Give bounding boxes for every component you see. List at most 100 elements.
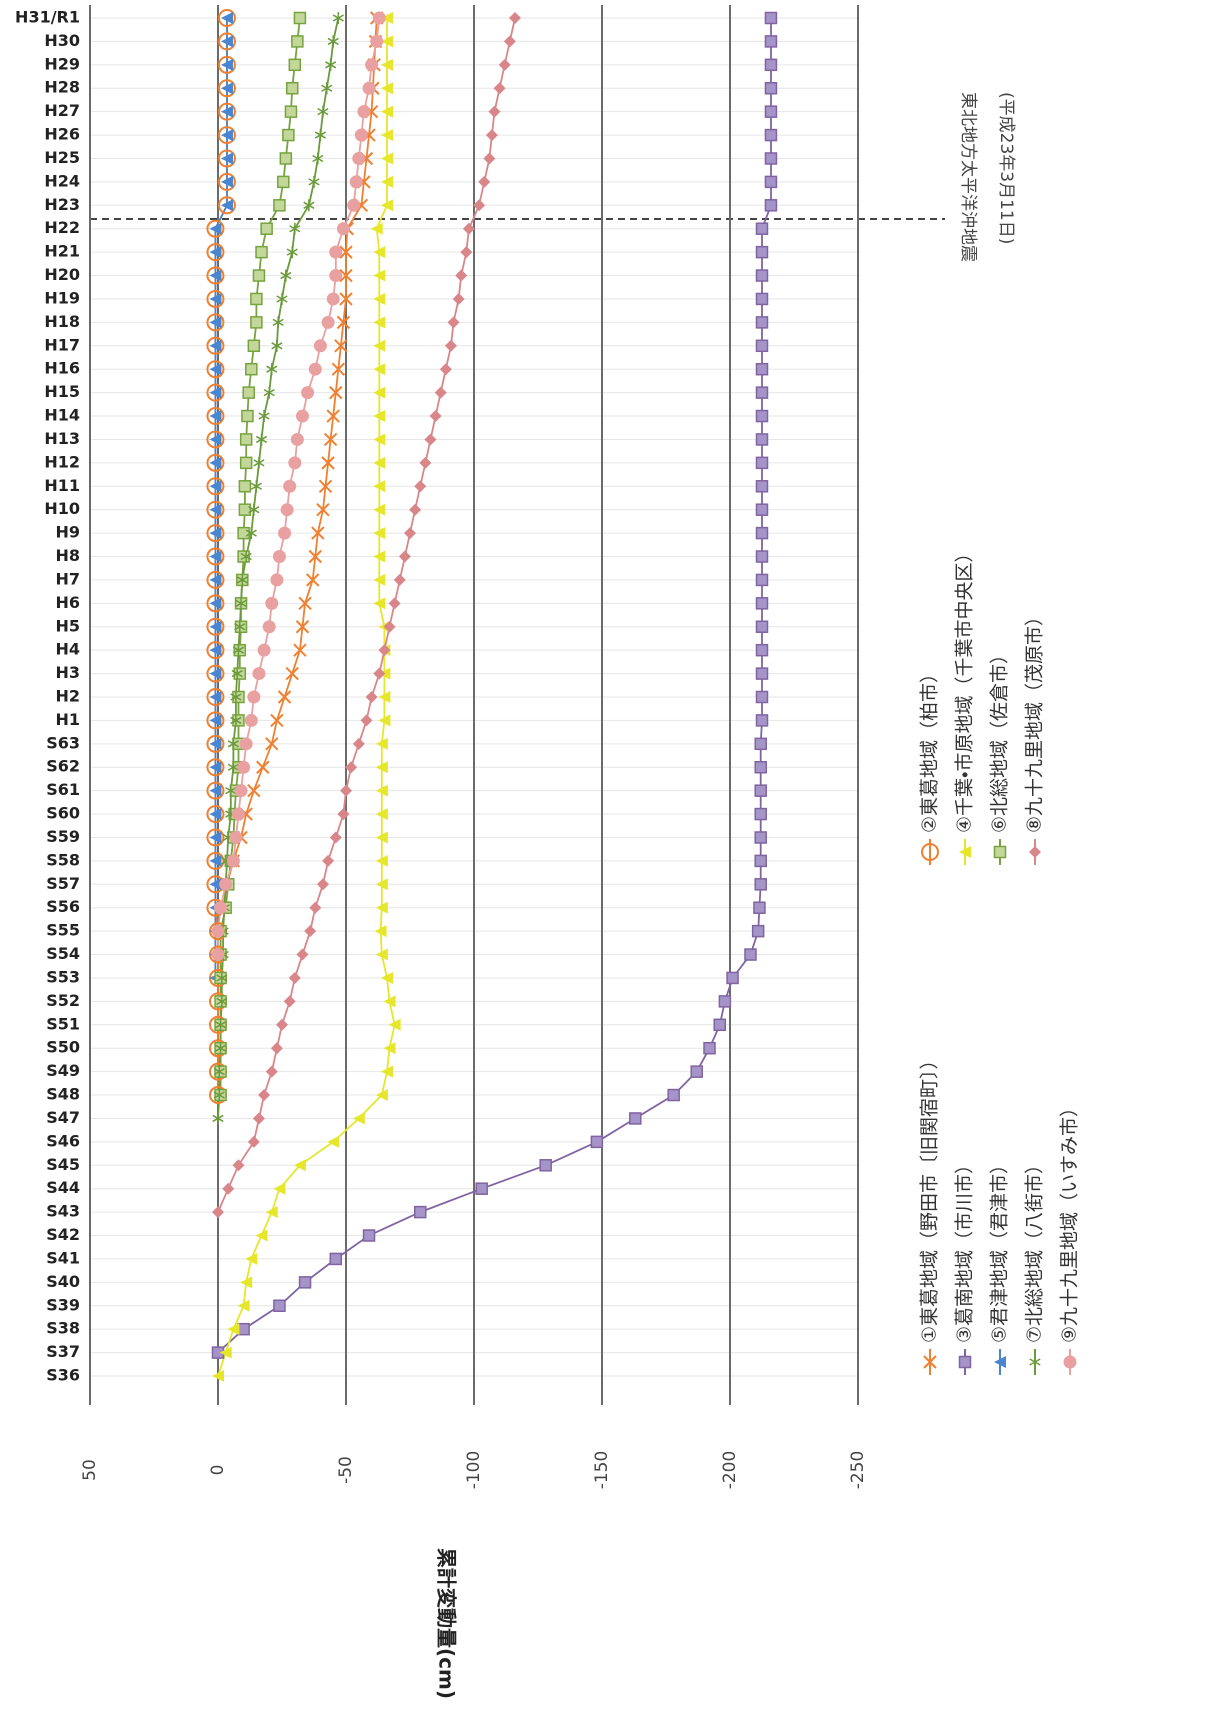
marker <box>217 102 236 121</box>
marker <box>272 550 286 564</box>
marker-part <box>212 1206 224 1219</box>
marker <box>373 363 386 376</box>
marker-part <box>336 222 350 236</box>
marker-part <box>239 433 253 446</box>
category-label: S39 <box>46 1295 80 1314</box>
marker-part <box>273 1182 286 1195</box>
marker <box>247 690 261 704</box>
marker <box>244 713 258 727</box>
marker <box>222 1182 235 1195</box>
marker-part <box>337 808 350 821</box>
marker <box>375 1089 388 1102</box>
marker <box>232 690 245 704</box>
marker-part <box>354 128 368 142</box>
marker <box>590 1135 604 1149</box>
marker <box>309 901 322 914</box>
marker <box>329 385 343 400</box>
marker-part <box>206 781 225 800</box>
marker-part <box>206 641 225 660</box>
marker-part <box>413 1205 427 1219</box>
marker <box>340 784 352 797</box>
marker-part <box>209 503 222 516</box>
marker <box>375 901 388 914</box>
marker-part <box>293 1159 306 1172</box>
marker <box>755 316 769 329</box>
marker-part <box>380 175 393 188</box>
marker <box>241 409 254 423</box>
marker <box>329 1252 343 1266</box>
marker <box>217 149 236 168</box>
marker-part <box>764 128 778 142</box>
marker-part <box>209 761 222 774</box>
marker <box>258 410 270 423</box>
marker <box>755 480 769 493</box>
marker <box>209 784 222 797</box>
marker <box>744 948 757 961</box>
marker-part <box>1029 846 1041 858</box>
category-label: S44 <box>46 1178 80 1197</box>
marker-part <box>212 1114 224 1123</box>
marker-part <box>301 386 315 400</box>
marker-part <box>209 878 222 891</box>
marker <box>755 573 769 587</box>
marker-part <box>347 198 361 212</box>
marker <box>373 573 386 586</box>
marker <box>232 714 245 727</box>
marker-part <box>373 456 386 469</box>
marker-part <box>754 831 767 844</box>
marker-part <box>209 550 222 563</box>
category-label: H26 <box>44 125 80 144</box>
marker <box>352 1112 365 1125</box>
marker <box>256 760 270 774</box>
marker-part <box>232 646 245 654</box>
marker <box>206 547 225 566</box>
marker <box>373 339 386 352</box>
marker-part <box>388 597 401 610</box>
marker <box>921 843 939 861</box>
marker <box>498 58 511 71</box>
marker <box>755 339 769 353</box>
marker-part <box>263 388 275 397</box>
marker <box>209 644 222 657</box>
marker <box>314 129 326 142</box>
marker <box>959 846 971 858</box>
marker <box>380 152 393 165</box>
marker-part <box>206 711 225 730</box>
marker <box>375 878 388 891</box>
marker-part <box>209 597 222 610</box>
marker-part <box>755 526 769 540</box>
category-label: H25 <box>44 148 80 167</box>
marker-part <box>209 737 222 750</box>
marker-part <box>316 878 329 891</box>
marker-part <box>308 549 322 564</box>
marker-part <box>213 1091 225 1099</box>
marker-part <box>238 480 252 493</box>
marker-part <box>667 1088 680 1102</box>
marker-part <box>226 854 240 868</box>
marker <box>373 667 386 680</box>
marker-part <box>755 316 769 329</box>
marker <box>318 479 333 493</box>
category-label: S42 <box>46 1225 80 1244</box>
marker-part <box>434 386 447 399</box>
marker-part <box>375 948 388 961</box>
category-label: S38 <box>46 1319 80 1338</box>
marker-part <box>383 1042 396 1055</box>
marker <box>220 105 233 118</box>
marker-part <box>755 643 769 657</box>
marker-part <box>206 734 225 753</box>
marker-part <box>994 1356 1006 1368</box>
marker-part <box>352 151 366 165</box>
category-label: S52 <box>46 991 80 1010</box>
marker-part <box>240 552 252 561</box>
category-label: S62 <box>46 757 80 776</box>
marker-part <box>229 830 243 844</box>
marker-part <box>629 1112 642 1125</box>
marker <box>262 620 276 634</box>
marker <box>713 1018 727 1032</box>
marker <box>345 761 358 774</box>
marker-part <box>239 456 253 470</box>
marker-part <box>209 714 222 727</box>
category-label: S57 <box>46 874 80 893</box>
